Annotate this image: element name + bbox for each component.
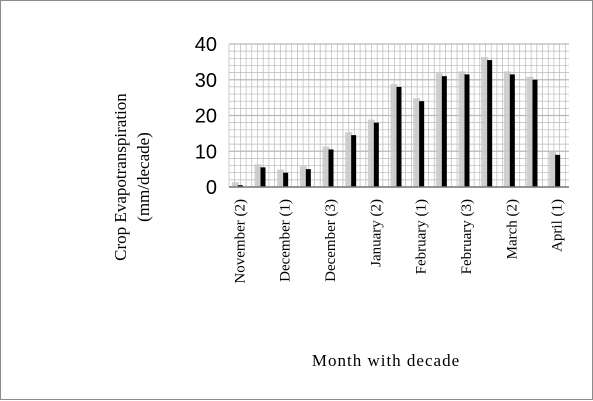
bar <box>305 169 311 187</box>
bar <box>555 154 561 187</box>
bar <box>237 185 243 187</box>
bars <box>237 60 561 187</box>
bar-shadow <box>549 151 557 187</box>
bar <box>532 79 538 187</box>
bar <box>328 149 334 187</box>
y-axis-title-line-2: (mm/decade) <box>134 132 153 222</box>
x-tick-label: February (1) <box>414 199 430 274</box>
bar-shadow <box>322 146 330 187</box>
bar-shadow <box>367 119 375 187</box>
y-tick-label: 40 <box>195 34 217 56</box>
bar <box>441 76 447 187</box>
bar-shadow <box>254 164 262 187</box>
y-tick-label: 30 <box>195 70 217 92</box>
bar-shadows <box>231 57 557 188</box>
bar-shadow <box>458 71 466 187</box>
bar <box>464 74 470 187</box>
x-tick-label: March (2) <box>504 199 520 259</box>
x-tick-label: December (3) <box>323 199 339 282</box>
y-tick-labels: 0 10 20 30 40 <box>195 34 217 199</box>
x-axis-title: Month with decade <box>312 351 460 370</box>
bar <box>260 167 266 187</box>
bar <box>509 74 515 187</box>
bar <box>487 60 493 187</box>
y-axis-title-line-1: Crop Evapotranspiration <box>111 93 130 261</box>
bar-shadow <box>526 76 534 187</box>
bar <box>419 101 425 187</box>
bar-shadow <box>231 182 239 187</box>
x-tick-label: January (2) <box>368 199 384 267</box>
bar-shadow <box>299 166 307 187</box>
x-tick-label: November (2) <box>232 199 248 284</box>
bar-shadow <box>481 57 489 188</box>
bar <box>396 86 402 187</box>
x-tick-label: April (1) <box>550 199 566 252</box>
x-tick-labels: November (2) December (1) December (3) Janu… <box>232 199 565 284</box>
bar-shadow <box>390 83 398 187</box>
y-tick-label: 20 <box>195 106 217 128</box>
bar-shadow <box>435 73 443 187</box>
y-tick-label: 10 <box>195 141 217 163</box>
x-tick-label: December (1) <box>278 199 294 282</box>
bar-shadow <box>503 71 511 187</box>
bar-shadow <box>277 169 285 187</box>
bar-shadow <box>413 98 421 187</box>
bar <box>351 135 357 187</box>
bar-shadow <box>345 132 353 187</box>
y-tick-label: 0 <box>206 177 217 199</box>
bar <box>283 172 289 187</box>
x-tick-label: February (3) <box>459 199 475 274</box>
bar <box>373 122 379 187</box>
